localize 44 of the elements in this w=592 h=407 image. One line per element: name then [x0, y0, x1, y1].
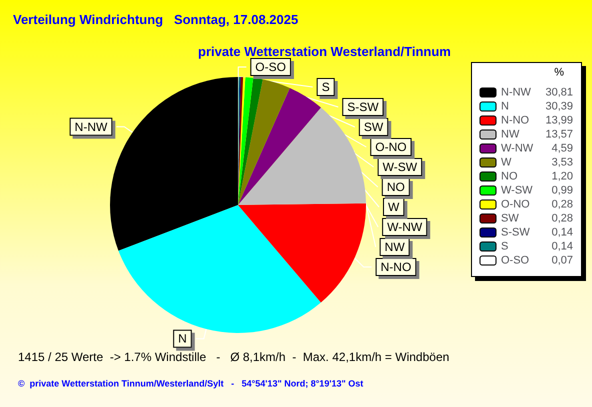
slice-label: S	[322, 80, 330, 94]
slice-label: O-SO	[255, 60, 286, 74]
slice-label: SW	[364, 120, 384, 134]
legend-label: NW	[501, 128, 520, 140]
data-label: 30,39	[545, 100, 573, 112]
data-label: 13,99	[545, 114, 573, 126]
data-label: 0,28	[552, 198, 573, 210]
legend-label: N-NW	[501, 86, 532, 98]
legend-label: W	[501, 156, 512, 168]
text: 1415 / 25 Werte -> 1.7% Windstille - Ø 8,1km/h - Max. 42,1km/h = Windböen	[18, 350, 450, 364]
legend-title: %	[554, 66, 564, 78]
data-label: 0,14	[552, 240, 573, 252]
legend-label: W-SW	[501, 184, 534, 196]
legend-label: SW	[501, 212, 520, 224]
slice-label: NW	[384, 240, 406, 254]
legend-label: NO	[501, 170, 518, 182]
data-label: 4,59	[552, 142, 573, 154]
data-label: 30,81	[545, 86, 573, 98]
slice-label: W-NW	[387, 220, 423, 234]
slice-label: W	[388, 200, 400, 214]
legend-label: O-NO	[501, 198, 530, 210]
text: © private Wetterstation Tinnum/Westerland/Sylt - 54°54'13" Nord; 8°19'13" Ost	[18, 378, 364, 388]
legend-label: N-NO	[501, 114, 530, 126]
slice-label: N	[178, 332, 187, 346]
slice-label: N-NO	[380, 260, 412, 274]
slice-label: S-SW	[347, 100, 380, 114]
data-label: 0,14	[552, 226, 573, 238]
data-label: 3,53	[552, 156, 573, 168]
slice-label: O-NO	[375, 140, 407, 154]
legend-label: S-SW	[501, 226, 530, 238]
chart-title: Verteilung Windrichtung Sonntag, 17.08.2025	[13, 12, 298, 27]
data-label: 13,57	[545, 128, 573, 140]
slice-label: N-NW	[74, 120, 108, 134]
data-label: 1,20	[552, 170, 573, 182]
data-label: 0,99	[552, 184, 573, 196]
legend-label: O-SO	[501, 254, 530, 266]
data-label: 0,07	[552, 254, 573, 266]
slice-label: NO	[386, 180, 405, 194]
legend-label: S	[501, 240, 508, 252]
data-label: 0,28	[552, 212, 573, 224]
legend-label: W-NW	[501, 142, 534, 154]
chart-subtitle: private Wetterstation Westerland/Tinnum	[198, 44, 451, 59]
slice-label: W-SW	[382, 160, 418, 174]
legend-label: N	[501, 100, 509, 112]
